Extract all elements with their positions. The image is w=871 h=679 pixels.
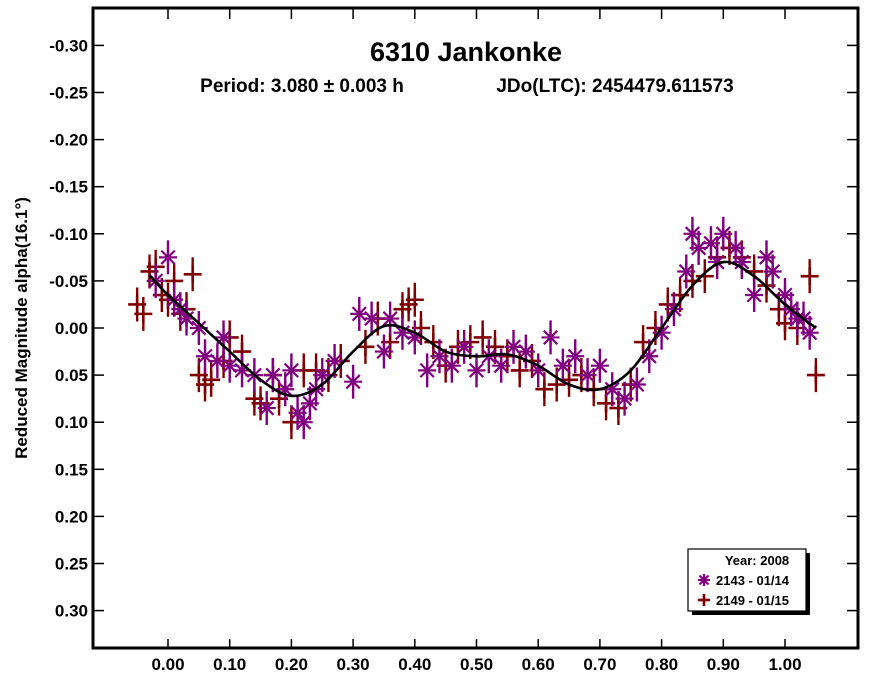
data-point-2143 — [325, 351, 344, 370]
x-tick-label: 0.00 — [151, 655, 184, 674]
data-point-2143 — [455, 337, 474, 356]
data-point-2143 — [516, 342, 535, 361]
data-point-2143 — [701, 234, 720, 253]
y-tick-label: 0.00 — [55, 319, 88, 338]
y-axis-label: Reduced Magnitude alpha(16.1°) — [12, 197, 31, 459]
y-tick-label: -0.25 — [49, 84, 88, 103]
data-point-2143 — [627, 375, 646, 394]
y-tick-label: 0.10 — [55, 413, 88, 432]
data-point-2143 — [257, 399, 276, 418]
y-tick-label: 0.15 — [55, 460, 88, 479]
y-tick-label: -0.30 — [49, 36, 88, 55]
data-point-2143 — [159, 248, 177, 267]
legend-marker-plus — [698, 594, 710, 606]
data-point-2143 — [263, 366, 282, 385]
y-tick-label: 0.05 — [55, 366, 88, 385]
data-point-2143 — [362, 309, 381, 328]
data-point-2143 — [492, 356, 511, 375]
data-point-2143 — [467, 361, 486, 380]
data-point-2143 — [541, 328, 560, 347]
data-point-2143 — [677, 262, 696, 281]
y-tick-label: 0.25 — [55, 555, 88, 574]
data-point-2149 — [202, 370, 221, 389]
data-point-2143 — [745, 286, 764, 305]
data-point-2143 — [294, 413, 313, 432]
data-point-2143 — [430, 347, 449, 366]
data-point-2143 — [282, 361, 301, 380]
data-point-2149 — [695, 267, 714, 286]
data-point-2149 — [473, 328, 492, 347]
data-point-2143 — [418, 361, 437, 380]
fit-curve — [148, 260, 817, 398]
y-tick-label: -0.05 — [49, 272, 88, 291]
x-tick-label: 0.80 — [645, 655, 678, 674]
chart-subtitle-epoch: JDo(LTC): 2454479.611573 — [496, 76, 733, 97]
x-tick-label: 0.30 — [337, 655, 370, 674]
x-tick-label: 0.60 — [522, 655, 555, 674]
data-point-2149 — [183, 265, 202, 284]
plot-frame — [91, 6, 860, 650]
chart-subtitle-period: Period: 3.080 ± 0.003 h — [200, 76, 404, 97]
data-point-2149 — [800, 267, 819, 286]
x-tick-label: 0.70 — [583, 655, 616, 674]
data-point-2143 — [615, 389, 634, 408]
data-point-2143 — [313, 366, 332, 385]
data-point-2143 — [603, 380, 622, 399]
y-tick-label: -0.15 — [49, 178, 88, 197]
x-tick-label: 0.20 — [275, 655, 308, 674]
x-tick-label: 0.50 — [460, 655, 493, 674]
data-point-2143 — [578, 366, 597, 385]
y-tick-label: 0.20 — [55, 507, 88, 526]
data-point-2143 — [566, 347, 585, 366]
data-point-2143 — [300, 394, 319, 413]
legend-marker-asterisk — [698, 574, 710, 586]
legend-title: Year: 2008 — [725, 553, 789, 568]
legend: Year: 2008 2143 - 01/14 2149 - 01/15 — [687, 548, 810, 615]
data-point-2143 — [442, 356, 461, 375]
data-point-2149 — [510, 361, 529, 380]
data-point-2143 — [800, 323, 819, 342]
data-point-2143 — [590, 356, 609, 375]
y-tick-labels: -0.30 -0.25 -0.20 -0.15 -0.10 -0.05 0.00 0.05 0.… — [49, 36, 88, 620]
chart-title: 6310 Jankonke — [370, 37, 562, 67]
y-tick-label: 0.30 — [55, 602, 88, 621]
data-point-2143 — [757, 248, 776, 267]
data-point-2143 — [529, 361, 548, 380]
legend-label-2149: 2149 - 01/15 — [716, 593, 789, 608]
data-points — [128, 216, 825, 440]
x-tick-label: 0.90 — [707, 655, 740, 674]
x-tick-labels: 0.00 0.10 0.20 0.30 0.40 0.50 0.60 0.70 0.80 0.90… — [151, 655, 801, 674]
y-tick-label: -0.10 — [49, 225, 88, 244]
x-tick-label: 1.00 — [768, 655, 801, 674]
data-point-2143 — [171, 300, 190, 319]
data-point-2149 — [405, 290, 424, 309]
legend-plus-icon — [698, 594, 710, 606]
data-point-2143 — [214, 328, 233, 347]
legend-asterisk-icon — [698, 574, 710, 586]
data-point-2149 — [806, 366, 825, 385]
data-point-2149 — [134, 304, 153, 323]
x-tick-label: 0.40 — [398, 655, 431, 674]
x-tick-label: 0.10 — [213, 655, 246, 674]
data-point-2149 — [535, 380, 554, 399]
data-point-2143 — [683, 224, 702, 243]
data-point-2143 — [763, 262, 782, 281]
y-tick-label: -0.20 — [49, 131, 88, 150]
data-point-2143 — [553, 356, 572, 375]
data-point-2143 — [374, 342, 393, 361]
data-point-2143 — [344, 372, 363, 391]
data-point-2143 — [714, 224, 733, 243]
legend-label-2143: 2143 - 01/14 — [716, 573, 790, 588]
